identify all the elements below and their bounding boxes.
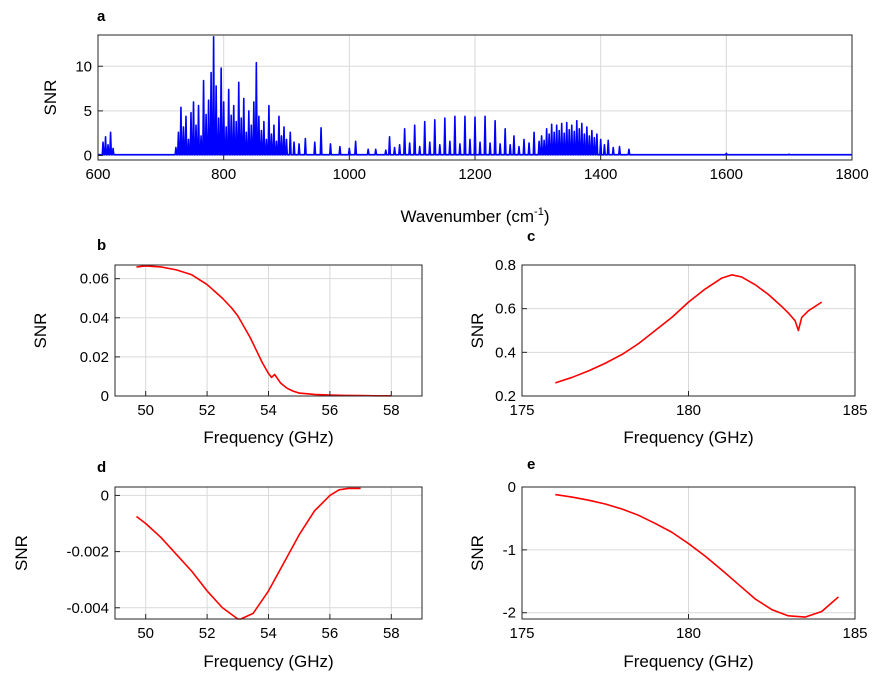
y-tick-label: 0.2 xyxy=(495,388,516,405)
y-tick-label: 5 xyxy=(84,103,92,120)
panel-letter: c xyxy=(527,228,535,245)
panel-c: 175 180 185 0.2 0.4 0.6 0.8 Frequency (GHz) SNR c xyxy=(468,228,868,447)
y-axis-label: SNR xyxy=(12,535,31,571)
y-tick-label: -0.004 xyxy=(66,600,109,617)
x-tick-label: 52 xyxy=(199,625,216,642)
x-axis-label-main: Frequency (GHz) xyxy=(203,652,333,671)
x-axis-label: Wavenumber (cm-1) xyxy=(401,206,550,226)
x-axis-label-main: Frequency (GHz) xyxy=(203,428,333,447)
x-tick-label: 1200 xyxy=(458,166,491,183)
x-axis-label: Frequency (GHz) xyxy=(203,652,333,671)
y-tick-label: 0 xyxy=(101,487,109,504)
x-tick-label: 800 xyxy=(211,166,236,183)
x-tick-label: 50 xyxy=(137,625,154,642)
x-tick-label: 180 xyxy=(676,402,701,419)
x-tick-label: 50 xyxy=(137,402,154,419)
y-tick-label: 10 xyxy=(75,58,92,75)
y-tick-label: 0 xyxy=(101,388,109,405)
x-tick-label: 185 xyxy=(842,402,867,419)
panel-letter: e xyxy=(527,456,535,473)
x-tick-label: 54 xyxy=(260,625,277,642)
panel-a: 600 800 1000 1200 1400 1600 1800 0 5 10 Wavenumber… xyxy=(41,8,869,226)
y-axis-label: SNR xyxy=(468,535,487,571)
panel-letter: a xyxy=(97,8,106,25)
y-tick-label: 0 xyxy=(508,479,516,496)
y-tick-label: 0.8 xyxy=(495,257,516,274)
x-tick-label: 58 xyxy=(383,402,400,419)
x-tick-label: 175 xyxy=(509,625,534,642)
x-axis-label: Frequency (GHz) xyxy=(623,428,753,447)
panel-b: 50 52 54 56 58 0 0.02 0.04 0.06 Frequency (GHz) SN… xyxy=(31,237,423,447)
y-axis-label: SNR xyxy=(468,313,487,349)
x-axis-label-main: Wavenumber (cm xyxy=(401,207,535,226)
x-axis-label-sup: -1 xyxy=(534,206,544,218)
panel-e: 175 180 185 -2 -1 0 Frequency (GHz) SNR e xyxy=(468,456,868,671)
series-line-c xyxy=(555,274,823,384)
x-tick-label: 1400 xyxy=(584,166,617,183)
y-tick-label: 0.4 xyxy=(495,344,516,361)
series-line-b xyxy=(136,265,392,397)
x-axis-label-main: Frequency (GHz) xyxy=(623,652,753,671)
y-tick-label: 0 xyxy=(84,148,92,165)
y-tick-label: 0.02 xyxy=(80,349,109,366)
x-tick-label: 52 xyxy=(199,402,216,419)
x-axis-label-main: Frequency (GHz) xyxy=(623,428,753,447)
series-line-e xyxy=(555,493,839,618)
panel-d: 50 52 54 56 58 -0.004 -0.002 0 Frequency (GHz) SN… xyxy=(12,459,423,671)
y-tick-label: -2 xyxy=(503,605,516,622)
x-tick-label: 58 xyxy=(383,625,400,642)
x-tick-label: 1600 xyxy=(710,166,743,183)
x-axis-label: Frequency (GHz) xyxy=(623,652,753,671)
y-tick-label: -1 xyxy=(503,542,516,559)
x-tick-label: 56 xyxy=(322,402,339,419)
x-tick-label: 600 xyxy=(85,166,110,183)
y-tick-label: 0.6 xyxy=(495,301,516,318)
y-tick-label: 0.04 xyxy=(80,310,109,327)
series-line-d xyxy=(136,487,361,620)
x-axis-label: Frequency (GHz) xyxy=(203,428,333,447)
panel-letter: b xyxy=(97,237,106,254)
y-axis-label: SNR xyxy=(41,80,60,116)
series-line-a xyxy=(98,35,852,156)
x-tick-label: 54 xyxy=(260,402,277,419)
x-tick-label: 175 xyxy=(509,402,534,419)
y-axis-label: SNR xyxy=(31,313,50,349)
y-tick-label: -0.002 xyxy=(66,544,109,561)
x-tick-label: 1800 xyxy=(835,166,868,183)
x-axis-label-end: ) xyxy=(544,207,550,226)
panel-letter: d xyxy=(97,459,106,476)
x-tick-label: 1000 xyxy=(333,166,366,183)
y-tick-label: 0.06 xyxy=(80,271,109,288)
x-tick-label: 180 xyxy=(676,625,701,642)
x-tick-label: 185 xyxy=(842,625,867,642)
x-tick-label: 56 xyxy=(322,625,339,642)
